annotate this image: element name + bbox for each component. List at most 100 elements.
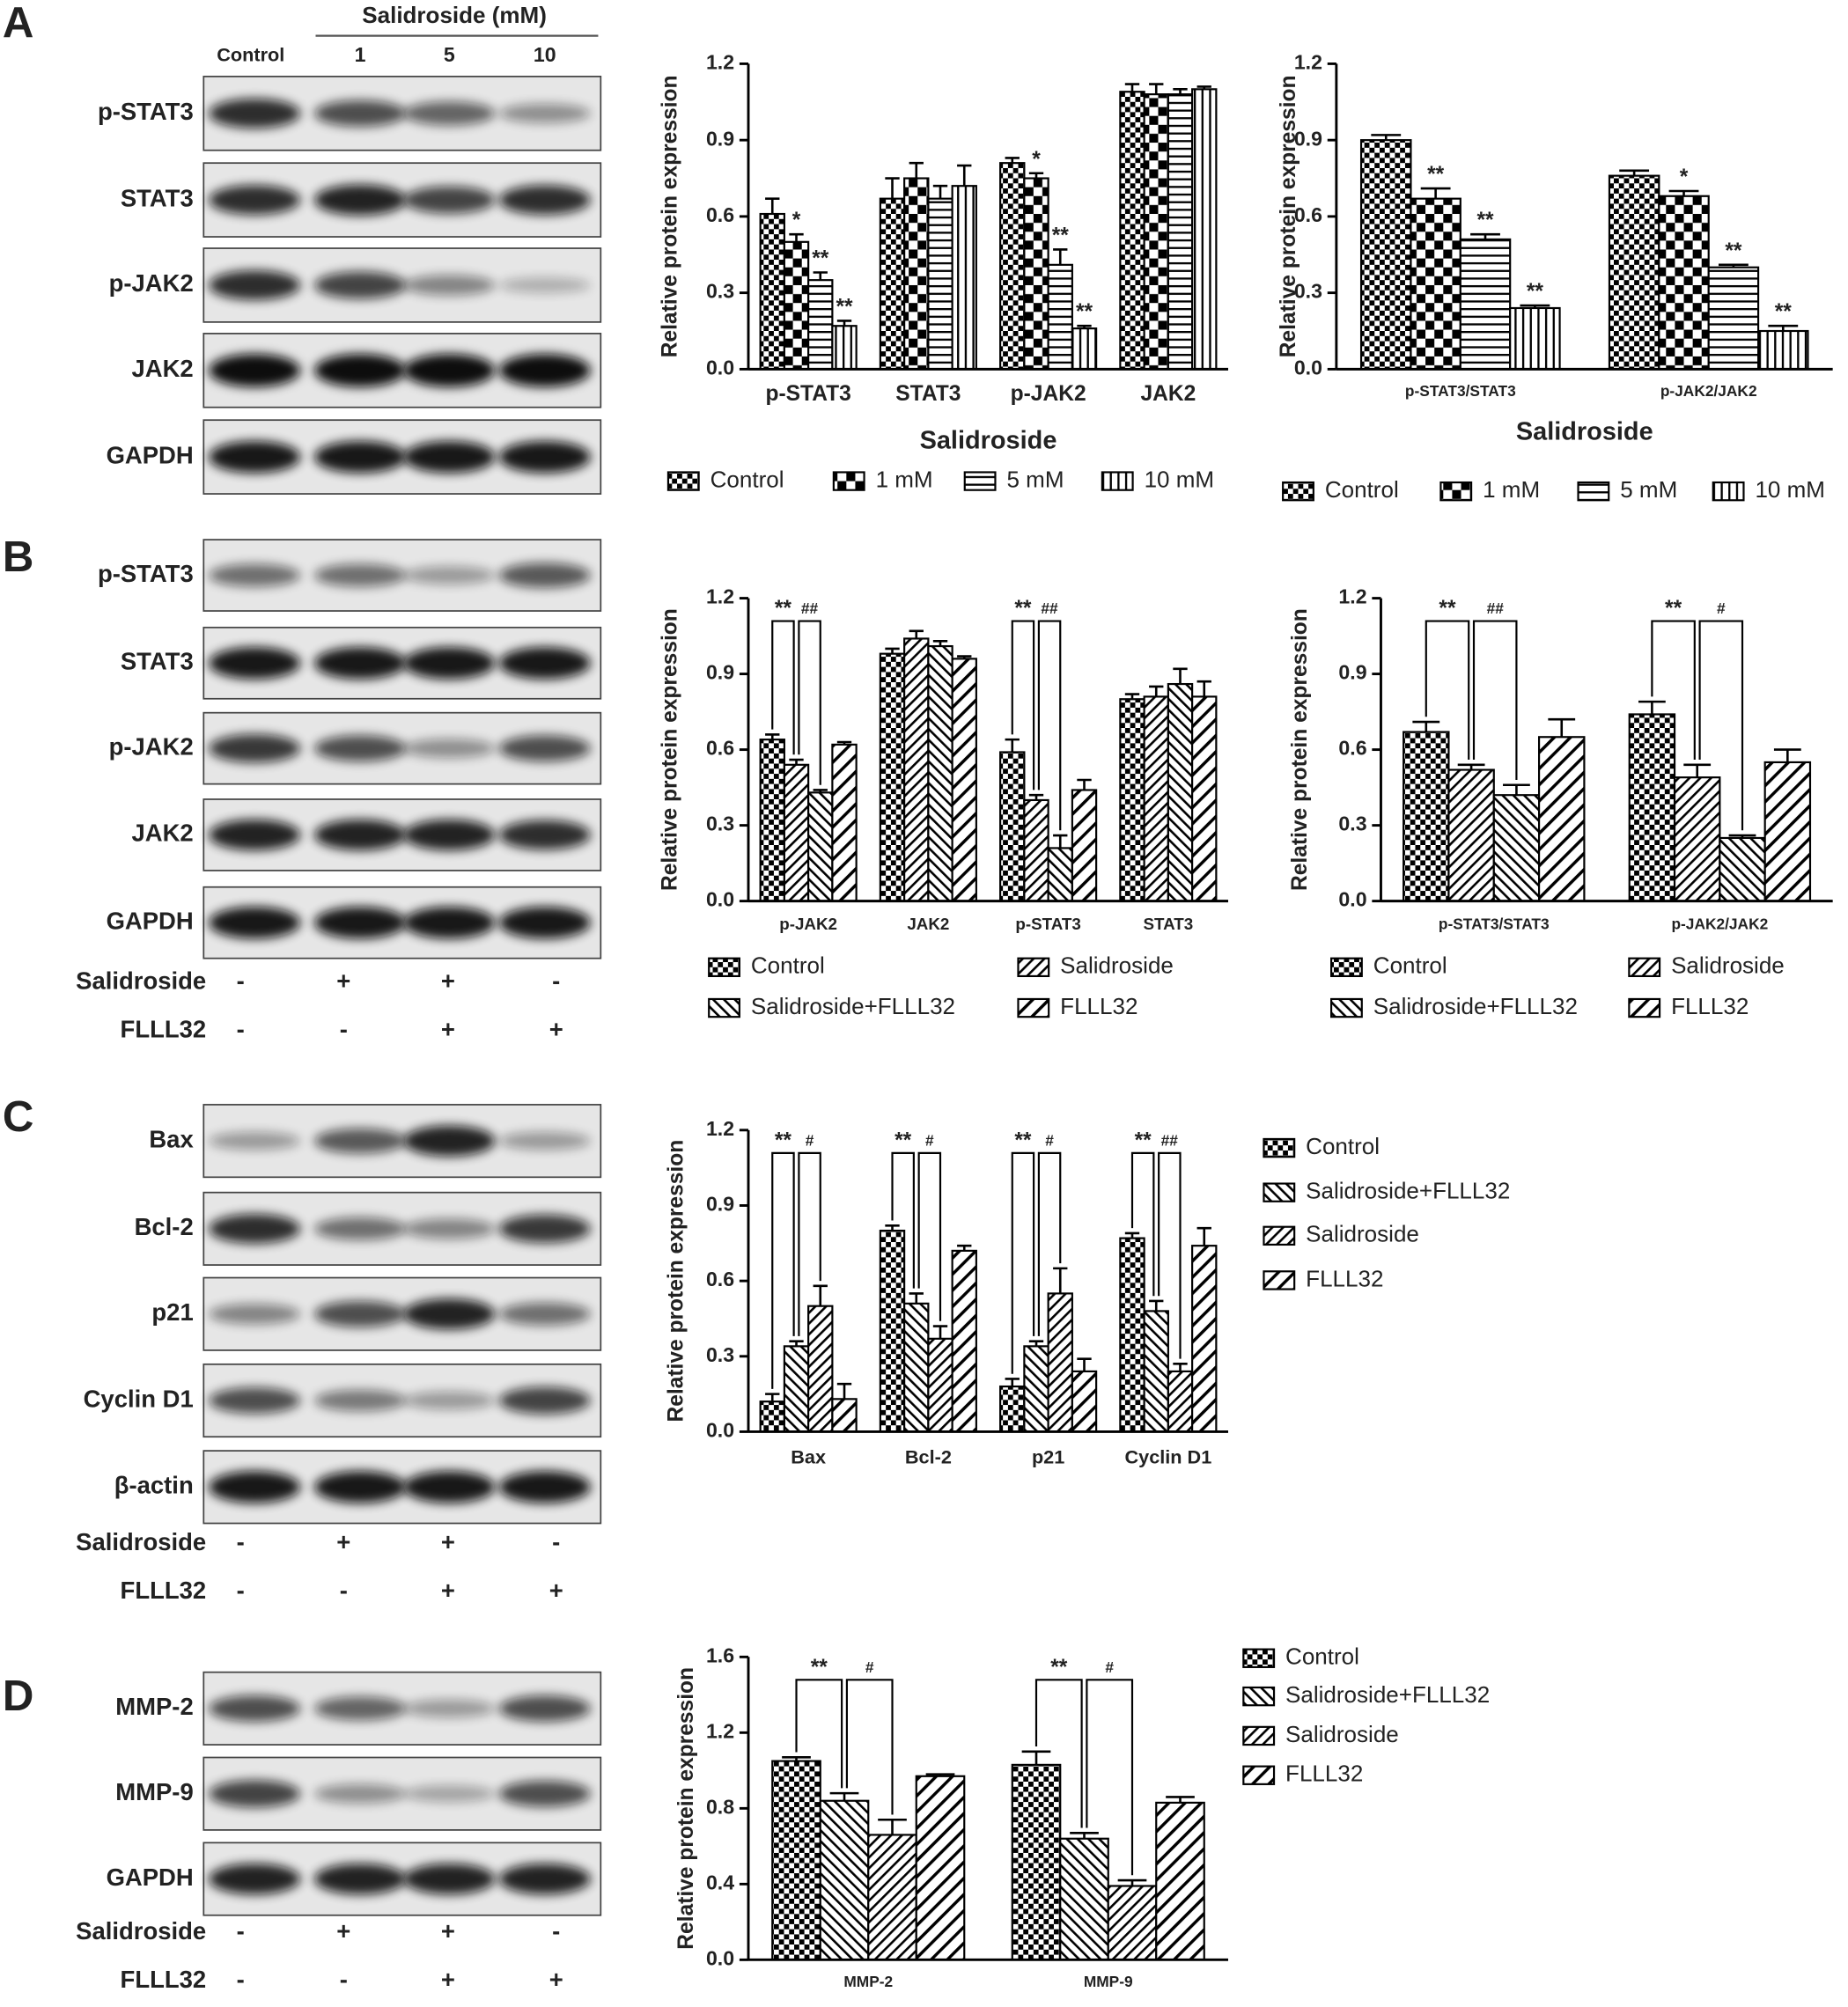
bar xyxy=(819,1799,870,1961)
x-tick-label: Bcl-2 xyxy=(905,1446,952,1468)
legend-label: 5 mM xyxy=(1006,466,1064,492)
significance-label: # xyxy=(925,1131,934,1149)
error-bar xyxy=(1728,834,1756,838)
error-bar xyxy=(1077,324,1092,329)
significance-bracket xyxy=(917,1151,942,1321)
y-tick-label: 0.3 xyxy=(706,1343,734,1366)
bar xyxy=(1047,1292,1073,1433)
error-bar xyxy=(1420,187,1451,199)
x-tick-label: STAT3 xyxy=(895,382,961,406)
y-tick-label: 0.8 xyxy=(706,1795,734,1818)
lane-label: 1 xyxy=(355,43,366,66)
bar xyxy=(759,1400,785,1433)
blot-band xyxy=(314,1783,407,1804)
legend-label: FLLL32 xyxy=(1285,1761,1363,1787)
error-bar xyxy=(878,1818,907,1835)
legend-label: 10 mM xyxy=(1145,466,1215,492)
y-tick-label: 0.3 xyxy=(706,280,734,303)
error-bar xyxy=(1149,1299,1164,1312)
error-bar xyxy=(1005,1378,1020,1387)
bar xyxy=(1763,761,1812,902)
blot-band xyxy=(314,1864,407,1895)
legend-swatch xyxy=(708,997,740,1018)
legend-swatch xyxy=(1577,481,1610,502)
bar xyxy=(1011,1763,1062,1961)
treatment-sign: - xyxy=(237,1015,245,1042)
bar xyxy=(1757,329,1809,371)
band-label: JAK2 xyxy=(132,820,194,847)
blot-band xyxy=(403,1391,496,1410)
significance-bracket xyxy=(798,620,821,785)
treatment-sign: + xyxy=(336,1917,350,1945)
blot-band xyxy=(209,647,301,680)
blot-band xyxy=(498,1302,591,1326)
blot-band xyxy=(209,1131,301,1151)
legend-swatch xyxy=(1330,957,1363,978)
significance-label: ## xyxy=(1487,599,1505,617)
error-bar xyxy=(1124,1231,1140,1239)
significance-label: ** xyxy=(812,247,829,271)
blot-band xyxy=(314,1389,407,1412)
error-bar xyxy=(1053,1267,1068,1294)
significance-label: ** xyxy=(1076,300,1093,324)
error-bar xyxy=(1619,169,1650,176)
blot-band xyxy=(209,563,301,587)
treatment-label: FLLL32 xyxy=(121,1015,207,1042)
significance-label: ** xyxy=(1135,1128,1152,1152)
significance-bracket xyxy=(1037,620,1062,831)
legend-label: Control xyxy=(1306,1133,1380,1159)
x-tick-label: p-JAK2/JAK2 xyxy=(1671,915,1768,933)
blot-band xyxy=(403,440,496,474)
blot-band xyxy=(209,1695,301,1722)
y-axis-label: Relative protein expression xyxy=(1288,608,1312,891)
treatment-sign: + xyxy=(336,1528,350,1555)
y-tick-label: 0.3 xyxy=(1294,280,1322,303)
y-axis-label: Relative protein expression xyxy=(1277,76,1300,358)
bar xyxy=(879,197,906,371)
significance-label: ## xyxy=(1161,1131,1179,1149)
legend-swatch xyxy=(1712,481,1745,502)
blot-band xyxy=(209,98,301,129)
band-label: GAPDH xyxy=(107,1864,194,1891)
significance-label: ** xyxy=(1014,597,1032,621)
error-bar xyxy=(1196,680,1211,697)
legend-swatch xyxy=(1242,1648,1276,1668)
legend-swatch xyxy=(1017,957,1050,978)
blot-band xyxy=(403,907,496,939)
blot-band xyxy=(209,1387,301,1414)
treatment-label: FLLL32 xyxy=(121,1966,207,1993)
treatment-sign: - xyxy=(552,967,560,994)
blot-band xyxy=(403,566,496,584)
band-label: p-JAK2 xyxy=(109,269,194,297)
treatment-sign: - xyxy=(237,1528,245,1555)
error-bar xyxy=(1124,83,1140,92)
y-tick-label: 1.2 xyxy=(1338,585,1366,608)
bar xyxy=(1167,93,1194,371)
bar xyxy=(1107,1885,1158,1961)
treatment-sign: - xyxy=(552,1528,560,1555)
blot-band xyxy=(498,440,591,474)
blot-band xyxy=(209,1214,301,1244)
error-bar xyxy=(765,197,780,215)
bar xyxy=(1167,1370,1194,1433)
legend-label: Salidroside xyxy=(1285,1721,1399,1747)
band-label: Bax xyxy=(149,1125,194,1152)
error-bar xyxy=(1683,763,1712,778)
blot-header: Salidroside (mM) xyxy=(362,2,547,28)
blot-band xyxy=(209,354,301,387)
legend-label: Salidroside xyxy=(1306,1221,1419,1247)
y-axis-label: Relative protein expression xyxy=(658,608,681,891)
band-label: STAT3 xyxy=(121,184,194,211)
blot-band xyxy=(498,354,591,387)
legend-label: Control xyxy=(1325,476,1399,503)
blot-band xyxy=(403,1471,496,1503)
error-bar xyxy=(1077,1357,1092,1371)
y-tick-label: 0.6 xyxy=(706,737,734,760)
significance-label: ## xyxy=(1041,599,1058,617)
legend-label: Control xyxy=(710,466,784,492)
treatment-sign: + xyxy=(441,1528,455,1555)
significance-label: ** xyxy=(1527,280,1544,304)
legend-swatch xyxy=(1263,1225,1296,1246)
error-bar xyxy=(1077,778,1092,790)
